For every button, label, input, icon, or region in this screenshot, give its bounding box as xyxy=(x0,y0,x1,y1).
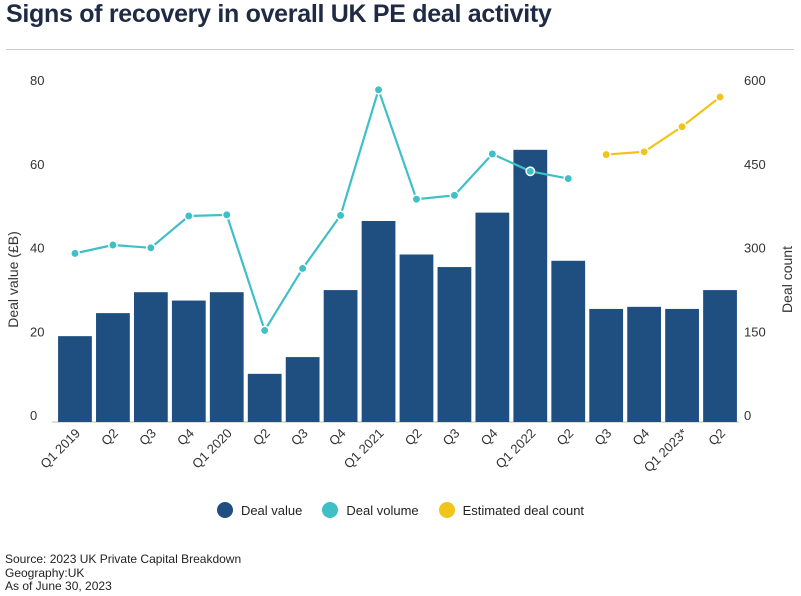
bar-deal-value xyxy=(323,290,358,422)
legend-label-estimated: Estimated deal count xyxy=(462,502,585,518)
deal-volume-point xyxy=(221,209,232,220)
deal-volume-point xyxy=(183,211,194,221)
bar-deal-value xyxy=(437,267,472,422)
footer-source: Source: 2023 UK Private Capital Breakdow… xyxy=(5,552,242,566)
bar-deal-value xyxy=(285,357,320,422)
bar-deal-value xyxy=(361,221,396,422)
bar-deal-value xyxy=(589,308,624,422)
x-tick-label: Q1 2022 xyxy=(493,426,539,472)
deal-volume-point xyxy=(449,190,460,201)
deal-volume-point xyxy=(487,149,498,159)
x-tick-label: Q4 xyxy=(326,426,349,449)
y-axis-title: Deal value (£B) xyxy=(5,231,21,328)
y-tick-label: 60 xyxy=(30,157,44,172)
deal-volume-point xyxy=(70,248,80,259)
bar-deal-value xyxy=(703,290,737,422)
deal-volume-point xyxy=(335,210,346,221)
x-tick-label: Q1 2019 xyxy=(37,426,83,472)
bar-deal-value xyxy=(627,306,662,422)
estimated-deal-count-point xyxy=(639,146,650,157)
x-tick-label: Q3 xyxy=(440,426,463,449)
y2-tick-label: 150 xyxy=(744,324,766,339)
x-tick-label: Q1 2021 xyxy=(341,426,387,472)
bar-deal-value xyxy=(551,260,586,422)
chart-legend: Deal value Deal volume Estimated deal co… xyxy=(0,502,801,518)
x-tick-label: Q4 xyxy=(478,426,501,449)
deal-volume-point xyxy=(411,194,422,205)
y-tick-label: 80 xyxy=(30,73,44,88)
y2-tick-label: 600 xyxy=(744,73,766,88)
deal-volume-point xyxy=(563,173,574,184)
x-tick-label: Q4 xyxy=(629,426,652,449)
estimated-deal-count-line xyxy=(606,96,721,156)
x-tick-label: Q3 xyxy=(288,426,311,449)
y2-axis-title: Deal count xyxy=(779,246,795,313)
legend-swatch-estimated xyxy=(438,502,455,518)
x-tick-label: Q1 2020 xyxy=(189,426,235,472)
bar-deal-value xyxy=(133,292,168,422)
chart-footer: Source: 2023 UK Private Capital Breakdow… xyxy=(5,552,242,594)
legend-label-deal-volume: Deal volume xyxy=(346,502,419,518)
y2-tick-label: 0 xyxy=(744,408,751,423)
bar-deal-value xyxy=(475,212,510,422)
x-tick-label: Q2 xyxy=(705,426,728,449)
bar-deal-value xyxy=(58,336,92,422)
y-tick-label: 40 xyxy=(30,241,44,256)
bar-deal-value xyxy=(399,254,434,422)
legend-item-deal-volume: Deal volume xyxy=(322,502,419,518)
y2-tick-label: 450 xyxy=(744,157,766,172)
deal-volume-point xyxy=(259,325,270,336)
x-tick-label: Q3 xyxy=(136,426,159,449)
title-divider xyxy=(6,49,794,50)
x-tick-label: Q2 xyxy=(554,426,577,449)
deal-volume-point xyxy=(525,166,536,177)
legend-label-deal-value: Deal value xyxy=(240,502,303,518)
estimated-deal-count-point xyxy=(677,121,688,132)
bar-deal-value xyxy=(209,292,244,422)
estimated-deal-count-point xyxy=(601,149,612,160)
bar-deal-value xyxy=(247,373,282,422)
x-tick-label: Q2 xyxy=(98,426,121,449)
deal-volume-line xyxy=(74,86,569,334)
chart-canvas: 0 20 40 60 80 0 150 300 450 600 Deal value (£B) Dea… xyxy=(5,73,795,475)
deal-volume-point xyxy=(145,242,156,253)
legend-swatch-deal-volume xyxy=(322,502,339,518)
bar-deal-value xyxy=(513,149,548,422)
y-tick-label: 0 xyxy=(30,408,37,423)
y2-tick-label: 300 xyxy=(744,241,766,256)
footer-as-of: As of June 30, 2023 xyxy=(5,579,112,593)
bar-deal-value xyxy=(665,308,699,422)
legend-swatch-deal-value xyxy=(216,502,233,518)
x-tick-label: Q2 xyxy=(402,426,425,449)
deal-volume-point xyxy=(297,263,308,274)
bar-deal-value xyxy=(96,313,130,422)
footer-geography: Geography:UK xyxy=(5,565,85,580)
legend-item-estimated: Estimated deal count xyxy=(438,502,585,518)
x-tick-label: Q2 xyxy=(250,426,273,449)
chart-title: Signs of recovery in overall UK PE deal … xyxy=(6,0,552,28)
x-tick-label: Q4 xyxy=(174,426,197,449)
deal-volume-point xyxy=(373,84,384,95)
bar-deal-value xyxy=(171,300,206,422)
deal-volume-point xyxy=(107,240,118,250)
x-tick-label: Q3 xyxy=(591,426,614,449)
legend-item-deal-value: Deal value xyxy=(216,502,303,518)
estimated-deal-count-point xyxy=(715,92,725,103)
y-tick-label: 20 xyxy=(30,324,44,339)
